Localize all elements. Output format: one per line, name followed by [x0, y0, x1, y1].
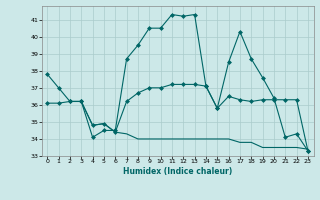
X-axis label: Humidex (Indice chaleur): Humidex (Indice chaleur): [123, 167, 232, 176]
